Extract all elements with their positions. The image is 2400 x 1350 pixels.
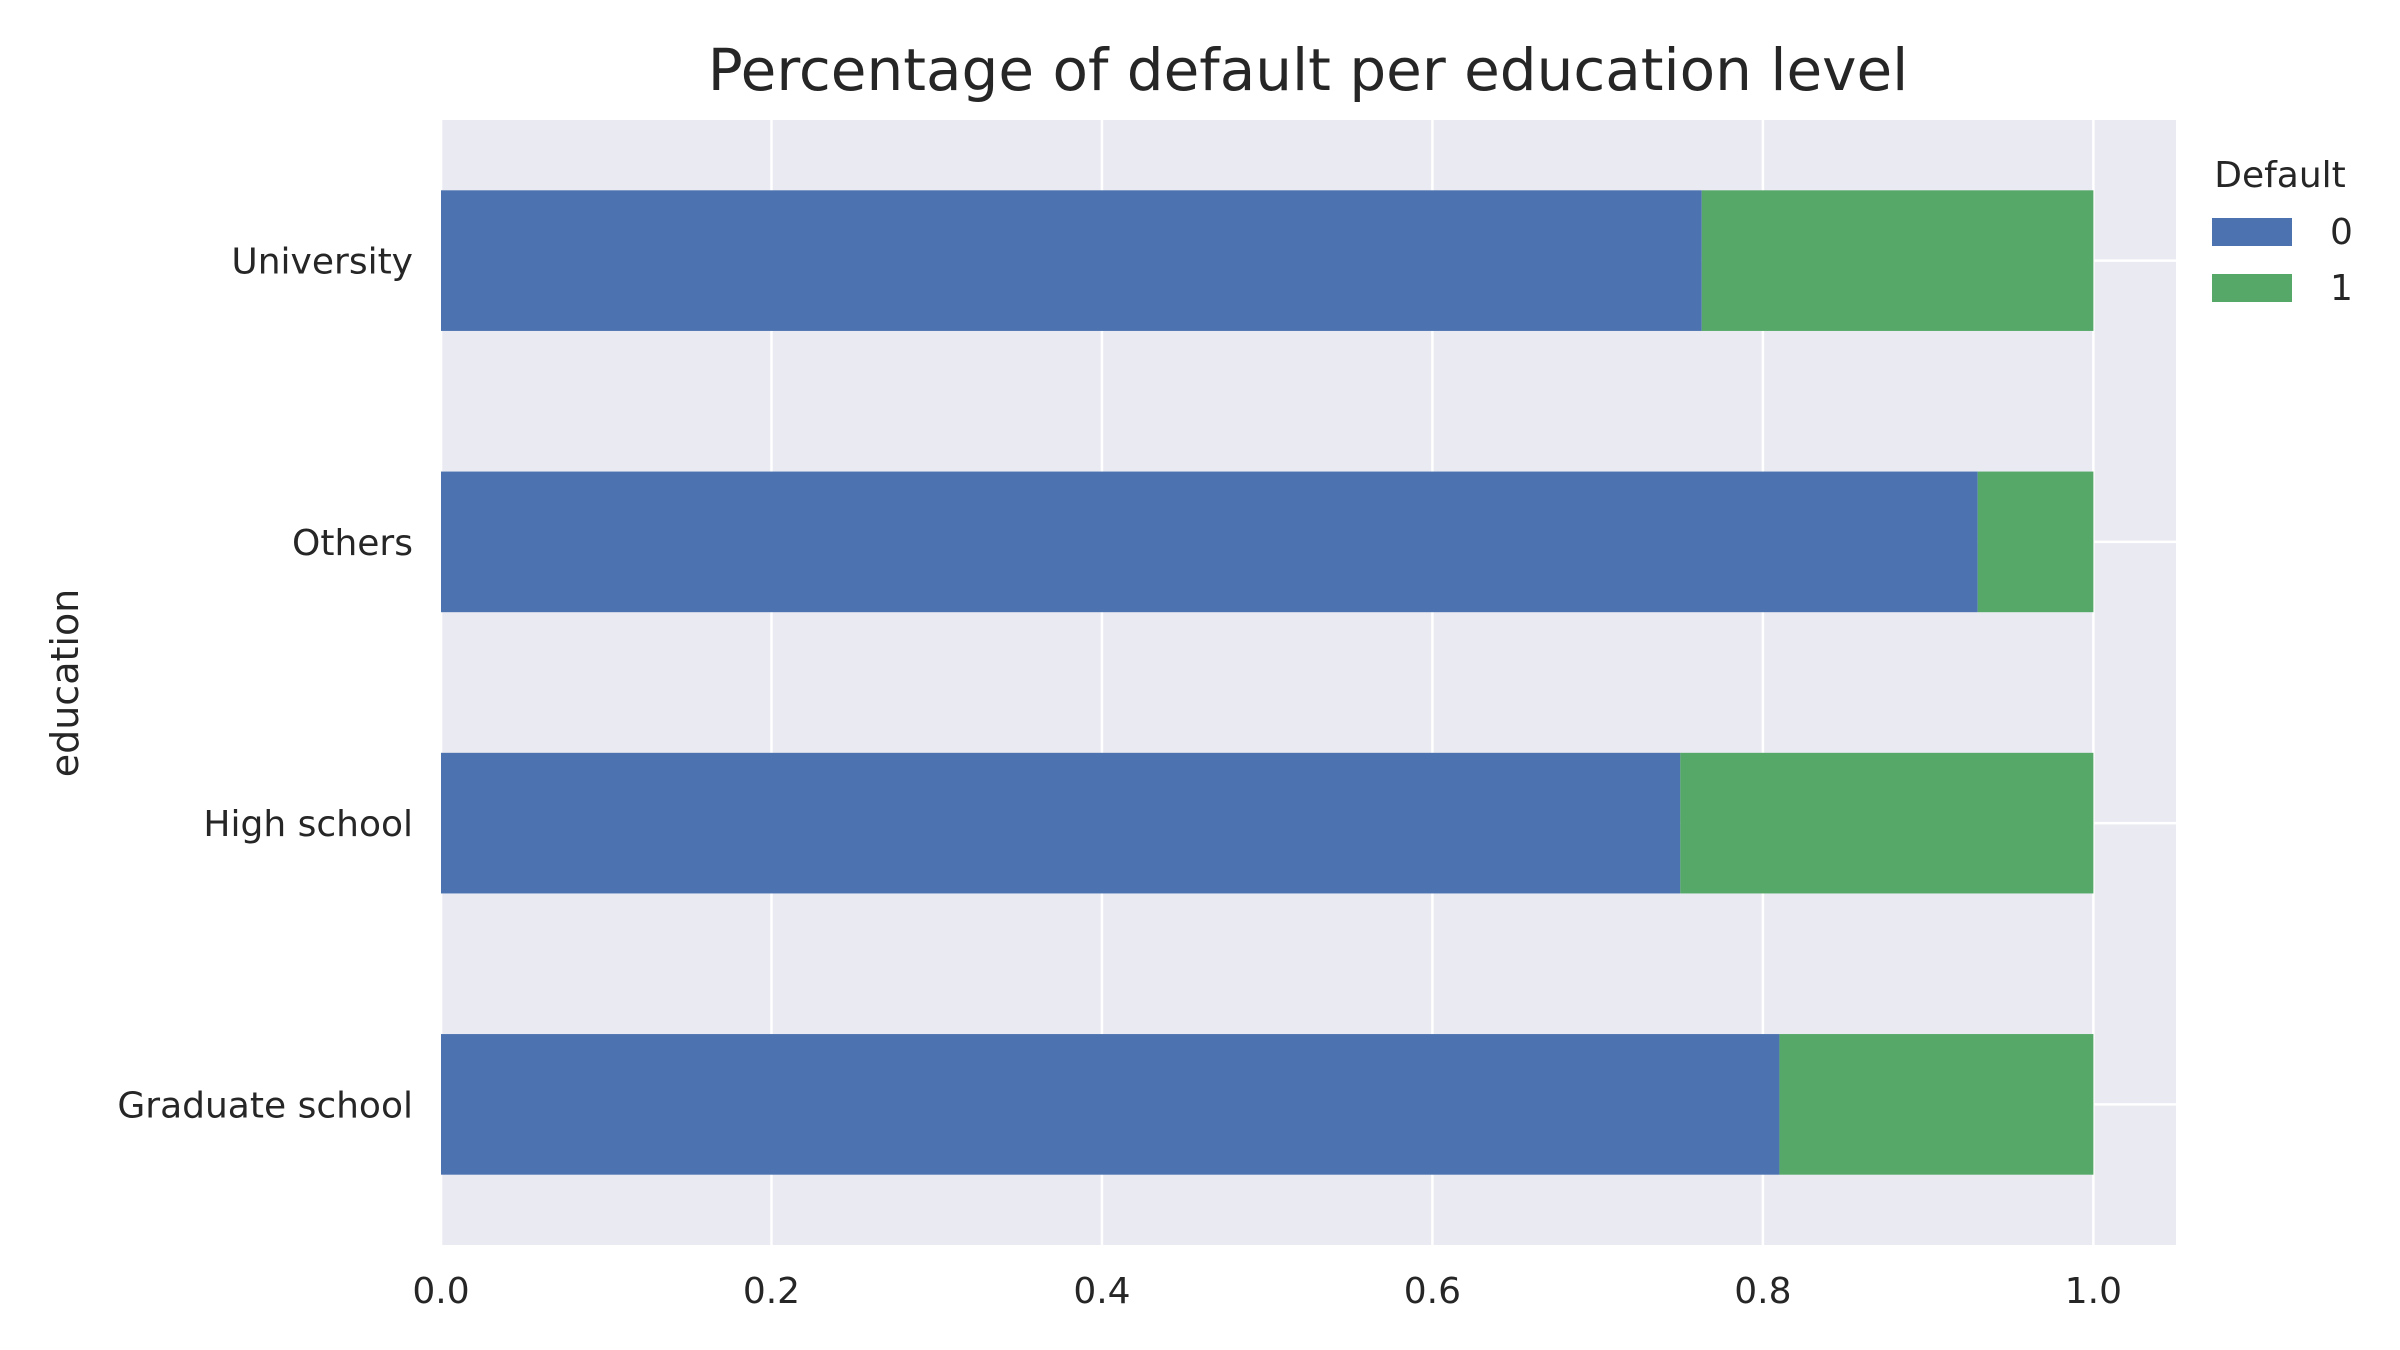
bar-others-default-1: [1977, 471, 2094, 613]
bar-university-default-0: [441, 190, 1702, 331]
bar-high-school-default-0: [441, 752, 1681, 894]
y-tick-label: Graduate school: [117, 1085, 413, 1126]
x-tick-label: 0.4: [1073, 1271, 1130, 1312]
y-tick-label: Others: [292, 523, 413, 564]
x-tick-label: 0.6: [1404, 1271, 1461, 1312]
legend-title: Default: [2214, 155, 2346, 196]
bar-graduate-school-default-0: [441, 1034, 1780, 1175]
bar-graduate-school-default-1: [1779, 1034, 2094, 1175]
y-tick-label: High school: [203, 804, 413, 845]
x-tick-label: 0.8: [1734, 1271, 1791, 1312]
y-axis-label: education: [43, 589, 87, 778]
y-tick-label: University: [231, 242, 413, 283]
bar-university-default-1: [1701, 190, 2094, 331]
chart-title: Percentage of default per education leve…: [708, 36, 1909, 104]
x-tick-label: 1.0: [2065, 1271, 2122, 1312]
legend-swatch-1: [2212, 274, 2292, 302]
legend-label-0: 0: [2330, 212, 2353, 253]
legend-swatch-0: [2212, 218, 2292, 246]
x-tick-label: 0.0: [412, 1271, 469, 1312]
bar-high-school-default-1: [1680, 752, 2094, 894]
legend: Default 0 1: [2212, 155, 2353, 309]
x-tick-label: 0.2: [743, 1271, 800, 1312]
y-tick-labels: Graduate school High school Others Universi…: [117, 242, 413, 1127]
x-tick-labels: 0.0 0.2 0.4 0.6 0.8 1.0: [412, 1271, 2122, 1312]
bars: [441, 190, 2094, 1175]
bar-others-default-0: [441, 471, 1978, 613]
legend-label-1: 1: [2330, 268, 2353, 309]
